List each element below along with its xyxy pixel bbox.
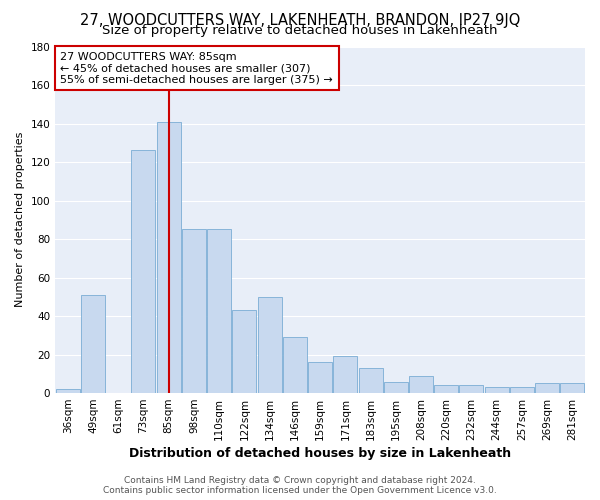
Text: Size of property relative to detached houses in Lakenheath: Size of property relative to detached ho… xyxy=(102,24,498,37)
Text: Contains HM Land Registry data © Crown copyright and database right 2024.
Contai: Contains HM Land Registry data © Crown c… xyxy=(103,476,497,495)
Bar xyxy=(384,382,408,393)
Bar xyxy=(334,356,357,393)
Bar xyxy=(535,384,559,393)
Bar xyxy=(434,386,458,393)
Bar xyxy=(131,150,155,393)
Bar xyxy=(56,389,80,393)
Bar xyxy=(485,388,509,393)
Bar xyxy=(283,337,307,393)
Bar xyxy=(257,297,281,393)
Text: 27, WOODCUTTERS WAY, LAKENHEATH, BRANDON, IP27 9JQ: 27, WOODCUTTERS WAY, LAKENHEATH, BRANDON… xyxy=(80,12,520,28)
Bar xyxy=(308,362,332,393)
Bar xyxy=(359,368,383,393)
Bar xyxy=(157,122,181,393)
Bar xyxy=(81,295,105,393)
X-axis label: Distribution of detached houses by size in Lakenheath: Distribution of detached houses by size … xyxy=(129,447,511,460)
Bar xyxy=(182,230,206,393)
Bar xyxy=(560,384,584,393)
Bar xyxy=(232,310,256,393)
Text: 27 WOODCUTTERS WAY: 85sqm
← 45% of detached houses are smaller (307)
55% of semi: 27 WOODCUTTERS WAY: 85sqm ← 45% of detac… xyxy=(61,52,333,85)
Bar xyxy=(460,386,484,393)
Y-axis label: Number of detached properties: Number of detached properties xyxy=(15,132,25,308)
Bar xyxy=(409,376,433,393)
Bar xyxy=(510,388,534,393)
Bar xyxy=(207,230,231,393)
